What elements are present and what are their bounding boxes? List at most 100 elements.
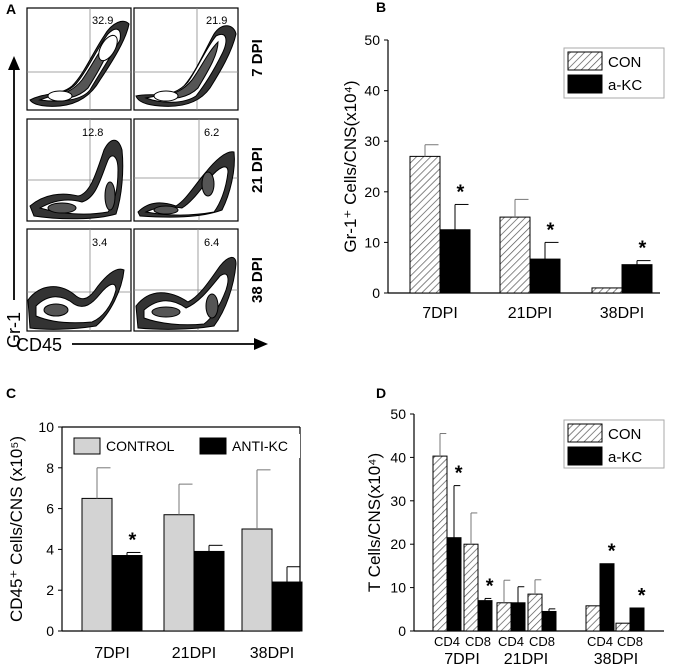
chart-b-bar-a-kc <box>529 258 561 294</box>
chart-d-significance-marker: * <box>455 463 463 485</box>
chart-c-y-tick-label: 0 <box>46 623 54 639</box>
chart-c-bar-control <box>163 514 195 632</box>
flow-value-38dpi-akc: 6.4 <box>204 237 219 249</box>
chart-b-legend-label-con: CON <box>608 54 641 71</box>
chart-b-y-tick-label: 30 <box>364 133 380 149</box>
flow-plot-38dpi-con: 3.4 <box>26 228 132 332</box>
cd45-axis-label: CD45 <box>16 335 62 355</box>
chart-c-legend <box>70 434 300 458</box>
panel-a-letter: A <box>6 1 16 17</box>
chart-d-category-label: CD8 <box>529 634 555 649</box>
chart-b-bar-con <box>591 287 623 294</box>
chart-b-significance-marker: * <box>457 181 465 203</box>
chart-c-y-tick-label: 6 <box>46 501 54 517</box>
chart-d-group-label: 21DPI <box>504 651 548 668</box>
chart-b-y-label: Gr-1⁺ Cells/CNS(x10⁴) <box>341 80 360 252</box>
flow-plot-7dpi-con: 32.9 <box>26 7 132 111</box>
chart-d-legend-swatch-a-kc <box>567 446 603 466</box>
chart-b-significance-marker: * <box>547 219 555 241</box>
chart-b-bar-a-kc <box>621 264 653 294</box>
chart-d-group-label: 38DPI <box>594 651 638 668</box>
chart-c-bar-anti-kc <box>193 550 225 632</box>
chart-b-y-tick-label: 10 <box>364 234 380 250</box>
chart-d-y-tick-label: 20 <box>390 536 406 552</box>
chart-d-significance-marker: * <box>486 575 494 597</box>
flow-plot-21dpi-con: 12.8 <box>26 118 132 222</box>
panel-b-letter: B <box>376 0 386 15</box>
chart-d-category-label: CD4 <box>498 634 524 649</box>
chart-d-bar-con <box>463 543 479 632</box>
chart-d-category-label: CD4 <box>587 634 613 649</box>
chart-d-group-label: 7DPI <box>444 651 480 668</box>
chart-b-significance-marker: * <box>639 238 647 260</box>
chart-d-bar-a-kc <box>599 563 615 632</box>
chart-d: D 0 10 20 30 40 50 T Cells/CNS(x10⁴) * CD4 * CD8 CD4… <box>365 385 665 668</box>
chart-c-significance-marker: * <box>129 529 137 551</box>
flow-value-7dpi-akc: 21.9 <box>206 15 227 27</box>
chart-d-y-label: T Cells/CNS(x10⁴) <box>365 453 384 592</box>
panel-d-letter: D <box>376 385 386 401</box>
chart-b-category-label: 21DPI <box>508 305 552 322</box>
flow-value-21dpi-akc: 6.2 <box>204 127 219 139</box>
chart-d-y-tick-label: 50 <box>390 406 406 422</box>
panel-a: A 32.9 21.9 7 DPI <box>4 1 268 355</box>
chart-b-legend-swatch-a-kc <box>567 74 603 94</box>
chart-c-y-label: CD45⁺ Cells/CNS (x10⁵) <box>7 436 26 622</box>
chart-d-significance-marker: * <box>638 585 646 607</box>
chart-b-legend-label-a-kc: a-KC <box>608 77 642 94</box>
chart-d-bar-a-kc <box>541 610 557 632</box>
chart-b-bar-con <box>499 216 531 294</box>
chart-d-y-tick-label: 10 <box>390 580 406 596</box>
chart-d-bar-con <box>432 455 448 632</box>
chart-d-y-tick-label: 30 <box>390 493 406 509</box>
chart-d-y-tick-label: 0 <box>398 623 406 639</box>
chart-d-bar-con <box>527 593 543 632</box>
flow-plot-38dpi-akc: 6.4 <box>133 228 239 332</box>
flow-value-21dpi-con: 12.8 <box>82 127 103 139</box>
chart-c-y-tick-label: 8 <box>46 460 54 476</box>
panel-c-letter: C <box>6 385 16 401</box>
chart-d-bar-a-kc <box>629 607 645 632</box>
chart-c-y-tick-label: 10 <box>38 419 54 435</box>
gr1-axis-label: Gr-1 <box>4 312 24 348</box>
chart-c: C 0 2 4 6 8 10 CD45⁺ Cells/CNS (x10⁵) * 7DPI 21DPI… <box>6 385 303 662</box>
chart-c-bar-anti-kc <box>111 555 143 632</box>
chart-d-bar-con <box>496 602 512 632</box>
chart-d-bar-a-kc <box>510 602 526 632</box>
chart-b-category-label: 7DPI <box>422 305 458 322</box>
chart-c-bar-control <box>81 497 113 632</box>
flow-row-label-38dpi: 38 DPI <box>249 257 266 303</box>
chart-b-y-tick-label: 50 <box>364 32 380 48</box>
chart-d-significance-marker: * <box>608 541 616 563</box>
chart-d-category-label: CD8 <box>617 634 643 649</box>
chart-c-legend-label-anti-kc: ANTI-KC <box>232 438 288 454</box>
flow-value-7dpi-con: 32.9 <box>92 15 113 27</box>
chart-d-category-label: CD8 <box>465 634 491 649</box>
chart-c-bar-control <box>241 528 273 632</box>
chart-b-y-tick-label: 40 <box>364 83 380 99</box>
chart-c-y-tick-label: 2 <box>46 582 54 598</box>
chart-d-bar-a-kc <box>446 537 462 632</box>
flow-row-label-21dpi: 21 DPI <box>249 147 266 193</box>
chart-c-category-label: 21DPI <box>172 645 216 662</box>
flow-plot-21dpi-akc: 6.2 <box>133 118 239 222</box>
flow-plot-7dpi-akc: 21.9 <box>133 7 239 111</box>
chart-c-y-tick-label: 4 <box>46 541 54 557</box>
chart-d-legend-swatch-con <box>567 423 603 443</box>
flow-value-38dpi-con: 3.4 <box>92 237 107 249</box>
chart-c-bar-anti-kc <box>271 581 303 632</box>
chart-b: B 0 10 20 30 40 50 Gr-1⁺ Cells/CNS(x10⁴) * 7DPI * 2… <box>341 0 665 322</box>
chart-c-legend-swatch-anti-kc <box>199 437 227 455</box>
chart-d-bar-con <box>615 622 631 632</box>
chart-c-legend-label-control: CONTROL <box>106 438 175 454</box>
chart-d-legend-label-con: CON <box>608 426 641 443</box>
chart-d-bar-a-kc <box>477 600 493 632</box>
chart-d-y-tick-label: 40 <box>390 449 406 465</box>
chart-b-category-label: 38DPI <box>600 305 644 322</box>
chart-b-legend-swatch-con <box>567 51 603 71</box>
chart-b-y-tick-label: 20 <box>364 184 380 200</box>
chart-c-category-label: 38DPI <box>250 645 294 662</box>
flow-row-label-7dpi: 7 DPI <box>249 39 266 77</box>
chart-c-category-label: 7DPI <box>94 645 130 662</box>
chart-d-bar-con <box>585 605 601 632</box>
